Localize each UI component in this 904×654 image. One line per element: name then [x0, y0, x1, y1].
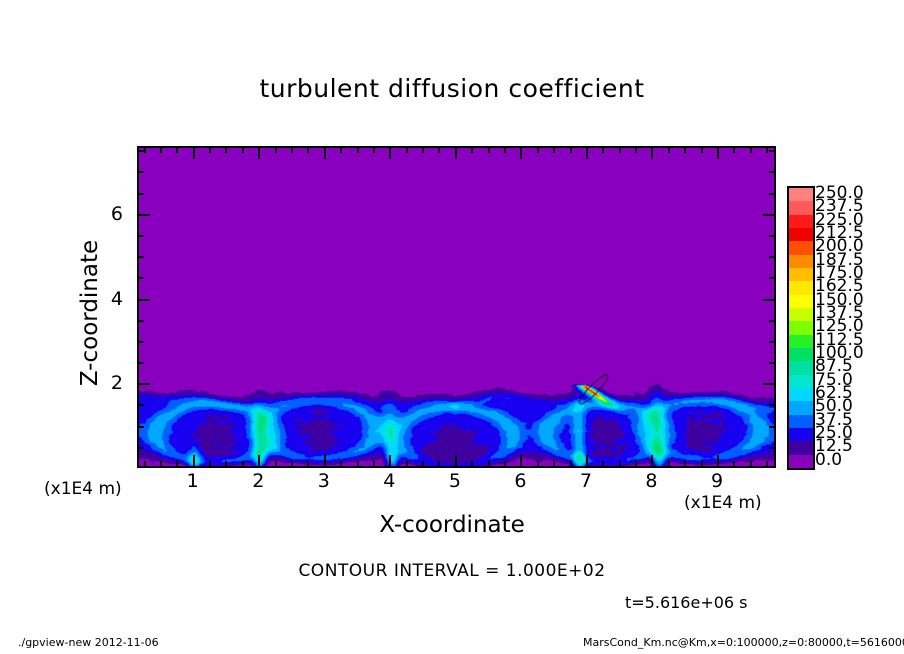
colorbar	[787, 186, 815, 470]
colorbar-band	[789, 361, 813, 375]
colorbar-tick-label: 100.0	[815, 343, 864, 363]
heatmap-field	[139, 148, 774, 466]
time-annotation: t=5.616e+06 s	[625, 593, 748, 612]
colorbar-band	[789, 294, 813, 308]
footer-command: ./gpview-new 2012-11-06	[18, 636, 159, 649]
colorbar-tick-label: 87.5	[815, 356, 853, 377]
colorbar-tick-label: 125.0	[815, 316, 864, 337]
colorbar-tick-label: 50.0	[815, 396, 853, 417]
y-axis-title: Z-coordinate	[77, 239, 103, 387]
colorbar-band	[789, 334, 813, 348]
colorbar-tick-label: 212.5	[815, 223, 864, 243]
colorbar-tick-label: 25.0	[815, 423, 853, 443]
colorbar-tick-label: 200.0	[815, 236, 864, 257]
colorbar-tick-label: 175.0	[815, 263, 864, 283]
x-tick-label: 6	[514, 470, 527, 492]
colorbar-tick-label: 37.5	[815, 409, 853, 430]
colorbar-tick-label: 137.5	[815, 303, 864, 323]
colorbar-tick-label: 62.5	[815, 383, 853, 403]
colorbar-tick-label: 150.0	[815, 289, 864, 310]
colorbar-band	[789, 241, 813, 255]
colorbar-band	[789, 321, 813, 335]
colorbar-tick-label: 0.0	[815, 449, 843, 470]
colorbar-band	[789, 347, 813, 362]
colorbar-band	[789, 227, 813, 242]
x-axis-title: X-coordinate	[379, 512, 525, 538]
y-axis-tick-labels: 2 4 6	[95, 146, 129, 468]
x-tick-label: 5	[448, 470, 461, 492]
colorbar-tick-label: 187.5	[815, 249, 864, 270]
colorbar-band	[789, 281, 813, 295]
colorbar-band	[789, 267, 813, 282]
colorbar-band	[789, 188, 813, 202]
colorbar-band	[789, 427, 813, 442]
x-tick-label: 4	[383, 470, 396, 492]
colorbar-band	[789, 201, 813, 215]
x-tick-label: 3	[317, 470, 330, 492]
plot-area	[137, 146, 776, 468]
x-axis-unit-label: (x1E4 m)	[684, 493, 762, 513]
x-tick-label: 9	[710, 470, 724, 492]
x-tick-label: 8	[645, 470, 658, 492]
colorbar-tick-label: 12.5	[815, 436, 853, 457]
x-tick-label: 7	[579, 470, 592, 492]
colorbar-band	[789, 401, 813, 415]
colorbar-tick-label: 237.5	[815, 196, 864, 217]
colorbar-tick-label: 225.0	[815, 209, 864, 230]
colorbar-tick-label: 162.5	[815, 276, 864, 297]
page-title: turbulent diffusion coefficient	[259, 74, 645, 103]
colorbar-tick-label: 112.5	[815, 329, 864, 350]
colorbar-band	[789, 374, 813, 388]
colorbar-tick-labels: 250.0 237.5 225.0 212.5 200.0 187.5 175.0 162.5…	[815, 180, 899, 480]
y-tick-label: 6	[110, 202, 123, 225]
colorbar-band	[789, 387, 813, 402]
colorbar-band	[789, 307, 813, 322]
colorbar-band	[789, 214, 813, 228]
x-tick-label: 2	[252, 470, 265, 492]
y-tick-label: 2	[110, 372, 123, 395]
x-tick-label: 1	[186, 470, 199, 492]
colorbar-band	[789, 454, 813, 468]
colorbar-band	[789, 441, 813, 455]
x-axis-tick-labels: 1 2 3 4 5 6 7 8 9	[137, 470, 776, 496]
z-axis-unit-label: (x1E4 m)	[44, 479, 122, 499]
footer-dataset: MarsCond_Km.nc@Km,x=0:100000,z=0:80000,t…	[583, 636, 904, 649]
colorbar-band	[789, 254, 813, 268]
colorbar-tick-label: 250.0	[815, 183, 864, 203]
colorbar-band	[789, 414, 813, 428]
y-tick-label: 4	[110, 287, 123, 310]
contour-interval-annotation: CONTOUR INTERVAL = 1.000E+02	[298, 561, 606, 581]
colorbar-tick-label: 75.0	[815, 369, 853, 390]
